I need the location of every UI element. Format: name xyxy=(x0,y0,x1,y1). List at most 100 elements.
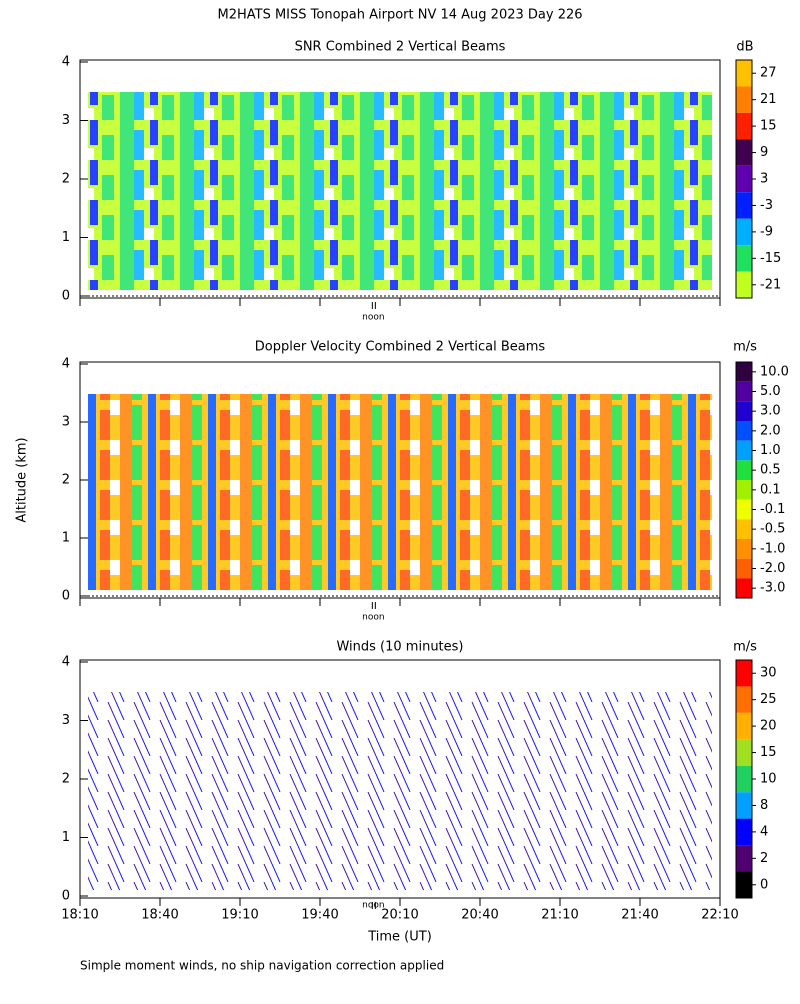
colorbar-label: 25 xyxy=(760,692,777,707)
y-tick-label: 0 xyxy=(62,589,70,604)
colorbar-label: 15 xyxy=(760,745,777,760)
x-tick-label: 19:10 xyxy=(221,908,258,923)
colorbar-label: 0 xyxy=(760,877,768,892)
panel-title: Doppler Velocity Combined 2 Vertical Bea… xyxy=(255,340,546,355)
colorbar-label: -3.0 xyxy=(760,581,785,596)
colorbar-label: -21 xyxy=(760,277,781,292)
colorbar-label: 4 xyxy=(760,824,768,839)
colorbar-label: 27 xyxy=(760,66,777,81)
noon-label: noon xyxy=(362,613,384,623)
colorbar-label: 2 xyxy=(760,851,768,866)
y-tick-label: 3 xyxy=(62,713,70,728)
colorbar-segment xyxy=(736,421,752,441)
colorbar-label: -3 xyxy=(760,198,773,213)
colorbar-segment xyxy=(736,460,752,480)
colorbar-label: 3 xyxy=(760,172,768,187)
colorbar-label: 3.0 xyxy=(760,404,781,419)
colorbar-segment xyxy=(736,845,752,872)
colorbar-segment xyxy=(736,871,752,898)
colorbar-label: 1.0 xyxy=(760,443,781,458)
colorbar-segment xyxy=(736,381,752,402)
field-texture xyxy=(88,692,712,890)
colorbar-label: 5.0 xyxy=(760,384,781,399)
colorbar-label: 0.1 xyxy=(760,482,781,497)
colorbar-unit: m/s xyxy=(733,340,757,355)
colorbar-segment xyxy=(736,245,752,272)
colorbar-label: -0.1 xyxy=(760,502,785,517)
colorbar-unit: dB xyxy=(736,40,753,55)
colorbar-segment xyxy=(736,578,752,598)
colorbar-segment xyxy=(736,271,752,298)
colorbar-segment xyxy=(736,218,752,246)
y-tick-label: 0 xyxy=(62,889,70,904)
colorbar-label: 15 xyxy=(760,119,777,134)
x-tick-label: 20:10 xyxy=(381,908,418,923)
colorbar-frame xyxy=(735,59,753,299)
field-texture xyxy=(88,92,712,290)
x-tick-label: 19:40 xyxy=(301,908,338,923)
colorbar-label: -15 xyxy=(760,251,781,266)
x-axis-label: Time (UT) xyxy=(367,930,432,945)
colorbar-label: 8 xyxy=(760,798,768,813)
colorbar-segment xyxy=(736,792,752,819)
panel-title: Winds (10 minutes) xyxy=(336,640,463,655)
colorbar-segment xyxy=(736,765,752,793)
colorbar-label: 20 xyxy=(760,719,777,734)
y-tick-label: 1 xyxy=(62,531,70,546)
panel-title: SNR Combined 2 Vertical Beams xyxy=(295,40,506,55)
noon-label: noon xyxy=(362,313,384,323)
colorbar-frame xyxy=(735,361,753,599)
colorbar-segment xyxy=(736,818,752,846)
colorbar-segment xyxy=(736,539,752,559)
y-tick-label: 3 xyxy=(62,415,70,430)
colorbar-segment xyxy=(736,112,752,140)
colorbar-segment xyxy=(736,712,752,740)
footnote: Simple moment winds, no ship navigation … xyxy=(80,959,444,973)
colorbar-segment xyxy=(736,739,752,766)
colorbar-segment xyxy=(736,192,752,219)
x-tick-label: 22:10 xyxy=(701,908,738,923)
y-tick-label: 1 xyxy=(62,230,70,245)
y-axis-label: Altitude (km) xyxy=(15,437,30,522)
noon-label: noon xyxy=(362,901,384,911)
colorbar-segment xyxy=(736,362,752,382)
colorbar-label: -2.0 xyxy=(760,561,785,576)
y-tick-label: 3 xyxy=(62,113,70,128)
colorbar-label: 2.0 xyxy=(760,423,781,438)
colorbar-label: 9 xyxy=(760,145,768,160)
x-tick-label: 20:40 xyxy=(461,908,498,923)
y-tick-label: 2 xyxy=(62,772,70,787)
colorbar-segment xyxy=(736,139,752,166)
colorbar-label: -9 xyxy=(760,224,773,239)
colorbar-label: 21 xyxy=(760,92,777,107)
colorbar-frame xyxy=(735,659,753,899)
y-tick-label: 4 xyxy=(62,357,70,372)
x-tick-label: 18:10 xyxy=(61,908,98,923)
field-texture xyxy=(88,394,712,590)
x-tick-label: 21:10 xyxy=(541,908,578,923)
y-tick-label: 0 xyxy=(62,289,70,304)
colorbar-segment xyxy=(736,60,752,87)
figure-title: M2HATS MISS Tonopah Airport NV 14 Aug 20… xyxy=(217,8,582,23)
colorbar-segment xyxy=(736,480,752,500)
colorbar-segment xyxy=(736,686,752,713)
colorbar-segment xyxy=(736,401,752,421)
x-tick-label: 21:40 xyxy=(621,908,658,923)
y-tick-label: 4 xyxy=(62,655,70,670)
y-tick-label: 4 xyxy=(62,55,70,70)
x-tick-label: 18:40 xyxy=(141,908,178,923)
colorbar-label: 10.0 xyxy=(760,364,789,379)
colorbar-segment xyxy=(736,558,752,579)
colorbar-label: -0.5 xyxy=(760,522,785,537)
colorbar-segment xyxy=(736,499,752,520)
colorbar-unit: m/s xyxy=(733,640,757,655)
colorbar-segment xyxy=(736,86,752,113)
y-tick-label: 2 xyxy=(62,172,70,187)
colorbar-segment xyxy=(736,519,752,539)
colorbar-segment xyxy=(736,440,752,461)
y-tick-label: 2 xyxy=(62,473,70,488)
y-tick-label: 1 xyxy=(62,830,70,845)
colorbar-label: 10 xyxy=(760,772,777,787)
